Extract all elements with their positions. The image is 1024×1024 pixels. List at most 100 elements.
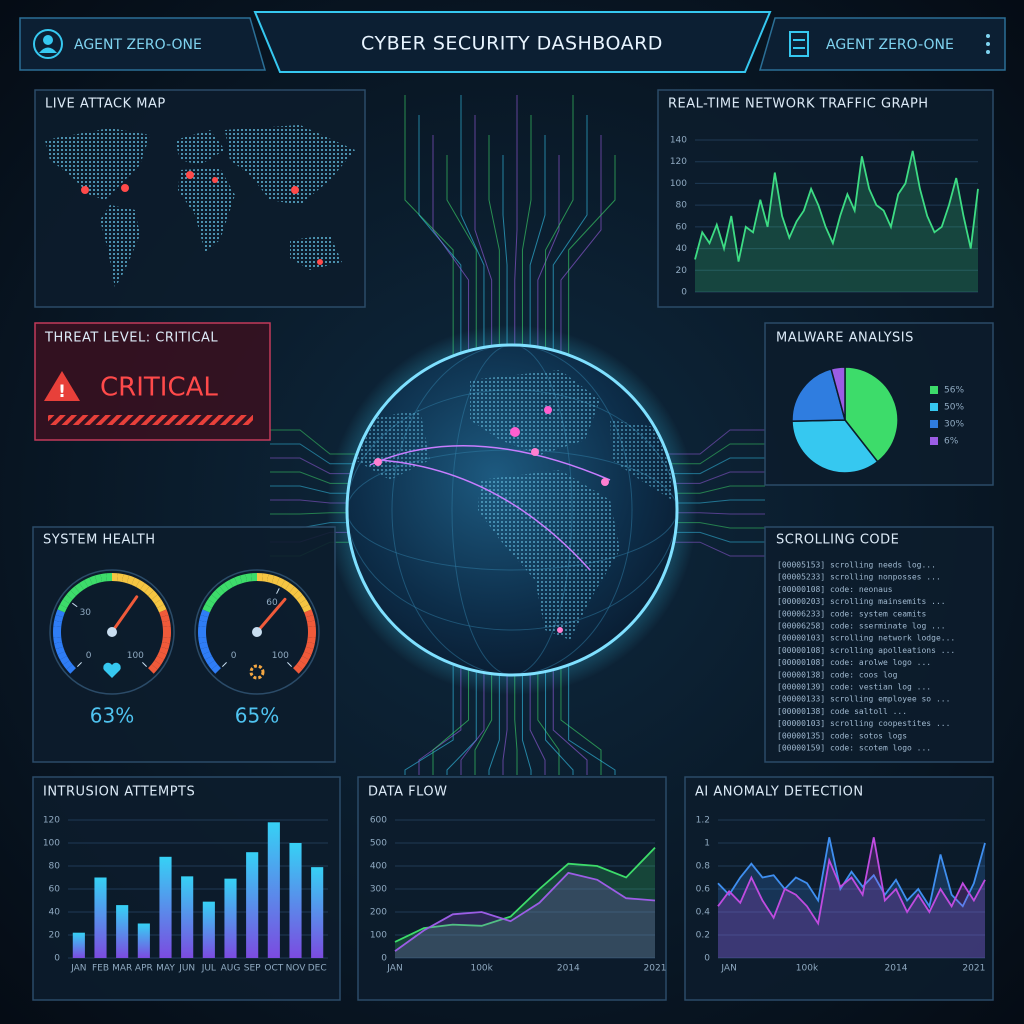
y-tick-label: 500 [370, 839, 387, 849]
attack-point [510, 427, 520, 437]
circuit-line [502, 155, 508, 346]
bar [311, 867, 324, 958]
header-bar [253, 11, 772, 73]
warning-icon [44, 371, 80, 401]
legend-swatch [930, 420, 938, 428]
gauge-arc [57, 604, 68, 613]
y-tick-label: 300 [370, 885, 387, 895]
panel-title: LIVE ATTACK MAP [45, 97, 166, 112]
bar [202, 901, 215, 958]
y-tick-label: 80 [676, 201, 688, 211]
gauge-arc [162, 620, 171, 628]
gauge-arc [89, 575, 98, 585]
gauge-value: 63% [90, 704, 134, 728]
y-tick-label: 1 [704, 839, 710, 849]
gauge-arc [204, 599, 215, 608]
gauge-arc [307, 636, 316, 644]
code-line: [00000108] code: arolwe logo ... [777, 658, 931, 667]
gauge-tick [76, 662, 82, 668]
circuit-line [568, 155, 616, 356]
circuit-line [537, 672, 560, 775]
gauge-arc [200, 646, 210, 655]
gauge-arc [307, 620, 316, 628]
gauge-arc [301, 604, 312, 613]
x-tick-label: DEC [308, 964, 327, 974]
bar [116, 905, 129, 958]
gauge-tick-label: 0 [231, 651, 237, 661]
circuit-line [474, 673, 493, 775]
gauge-tick-label: 0 [86, 651, 92, 661]
code-line: [00006233] code: system ceamits [777, 609, 926, 618]
circuit-line [488, 674, 500, 775]
code-line: [00000159] code: scotem logo ... [777, 744, 931, 753]
attack-point [557, 627, 563, 633]
gauge-arc [62, 660, 73, 670]
pie-slice [791, 367, 846, 422]
circuit-line [460, 95, 485, 348]
gauge-arc [159, 646, 169, 655]
gauge-tick [276, 588, 280, 594]
attack-point [374, 458, 382, 466]
gauge-arc [62, 594, 73, 604]
gauge-arc [229, 577, 238, 588]
bar [94, 877, 107, 958]
x-tick-label: 2014 [557, 964, 580, 974]
gauge-arc [148, 664, 158, 674]
y-tick-label: 120 [43, 816, 60, 826]
gauge-needle [110, 595, 139, 634]
bar [137, 923, 150, 958]
legend-label: 56% [944, 386, 964, 396]
y-tick-label: 120 [670, 157, 687, 167]
circuit-line [446, 671, 477, 775]
legend-label: 30% [944, 420, 964, 430]
globe-surface [349, 347, 675, 673]
gauge-arc [160, 641, 170, 650]
gauge-arc [271, 575, 280, 585]
gauge-arc [304, 646, 314, 655]
y-tick-label: 60 [49, 885, 61, 895]
y-tick-label: 0 [381, 954, 387, 964]
threat-bar [48, 415, 253, 425]
x-tick-label: 100k [470, 964, 493, 974]
gauge-arc [57, 651, 68, 660]
menu-dot [986, 34, 990, 38]
user-icon[interactable] [33, 29, 63, 59]
gauge-arc [53, 620, 62, 628]
y-tick-label: 0 [681, 288, 687, 298]
y-tick-label: 40 [49, 908, 61, 918]
x-tick-label: MAR [112, 964, 132, 974]
code-panel [764, 526, 994, 763]
circuit-line [488, 135, 500, 346]
code-line: [00000103] scrolling network lodge... [777, 634, 955, 643]
pie-slice [791, 419, 879, 474]
bar [159, 856, 172, 958]
x-tick-label: NOV [286, 964, 307, 974]
code-line: [00005233] scrolling nonposses ... [777, 573, 941, 582]
attack-arc [369, 444, 611, 481]
gauge-arc [299, 599, 310, 608]
y-tick-label: 60 [676, 222, 688, 232]
area-fill [695, 150, 978, 292]
x-tick-label: JAN [70, 964, 86, 974]
line [394, 846, 656, 943]
attack-point [317, 259, 323, 265]
warning-mark: ! [58, 382, 66, 402]
circuit-line [552, 669, 588, 775]
gauge-arc [285, 582, 295, 593]
gauge-arc [66, 590, 76, 600]
y-tick-label: 140 [670, 136, 687, 146]
gauge-tick-label: 100 [272, 651, 289, 661]
x-tick-label: SEP [244, 964, 261, 974]
gauge-arc [140, 582, 150, 593]
y-tick-label: 0 [54, 954, 60, 964]
gauge-arc [54, 641, 64, 650]
menu-button[interactable] [986, 34, 990, 54]
y-tick-label: 200 [370, 908, 387, 918]
circuit-line [432, 669, 470, 775]
gauge-arc [154, 656, 165, 665]
y-tick-label: 1.2 [696, 816, 710, 826]
circuit-line [560, 667, 602, 775]
gauge-tick [72, 602, 78, 608]
threat-level: CRITICAL [100, 373, 218, 403]
x-tick-label: 2021 [962, 964, 985, 974]
